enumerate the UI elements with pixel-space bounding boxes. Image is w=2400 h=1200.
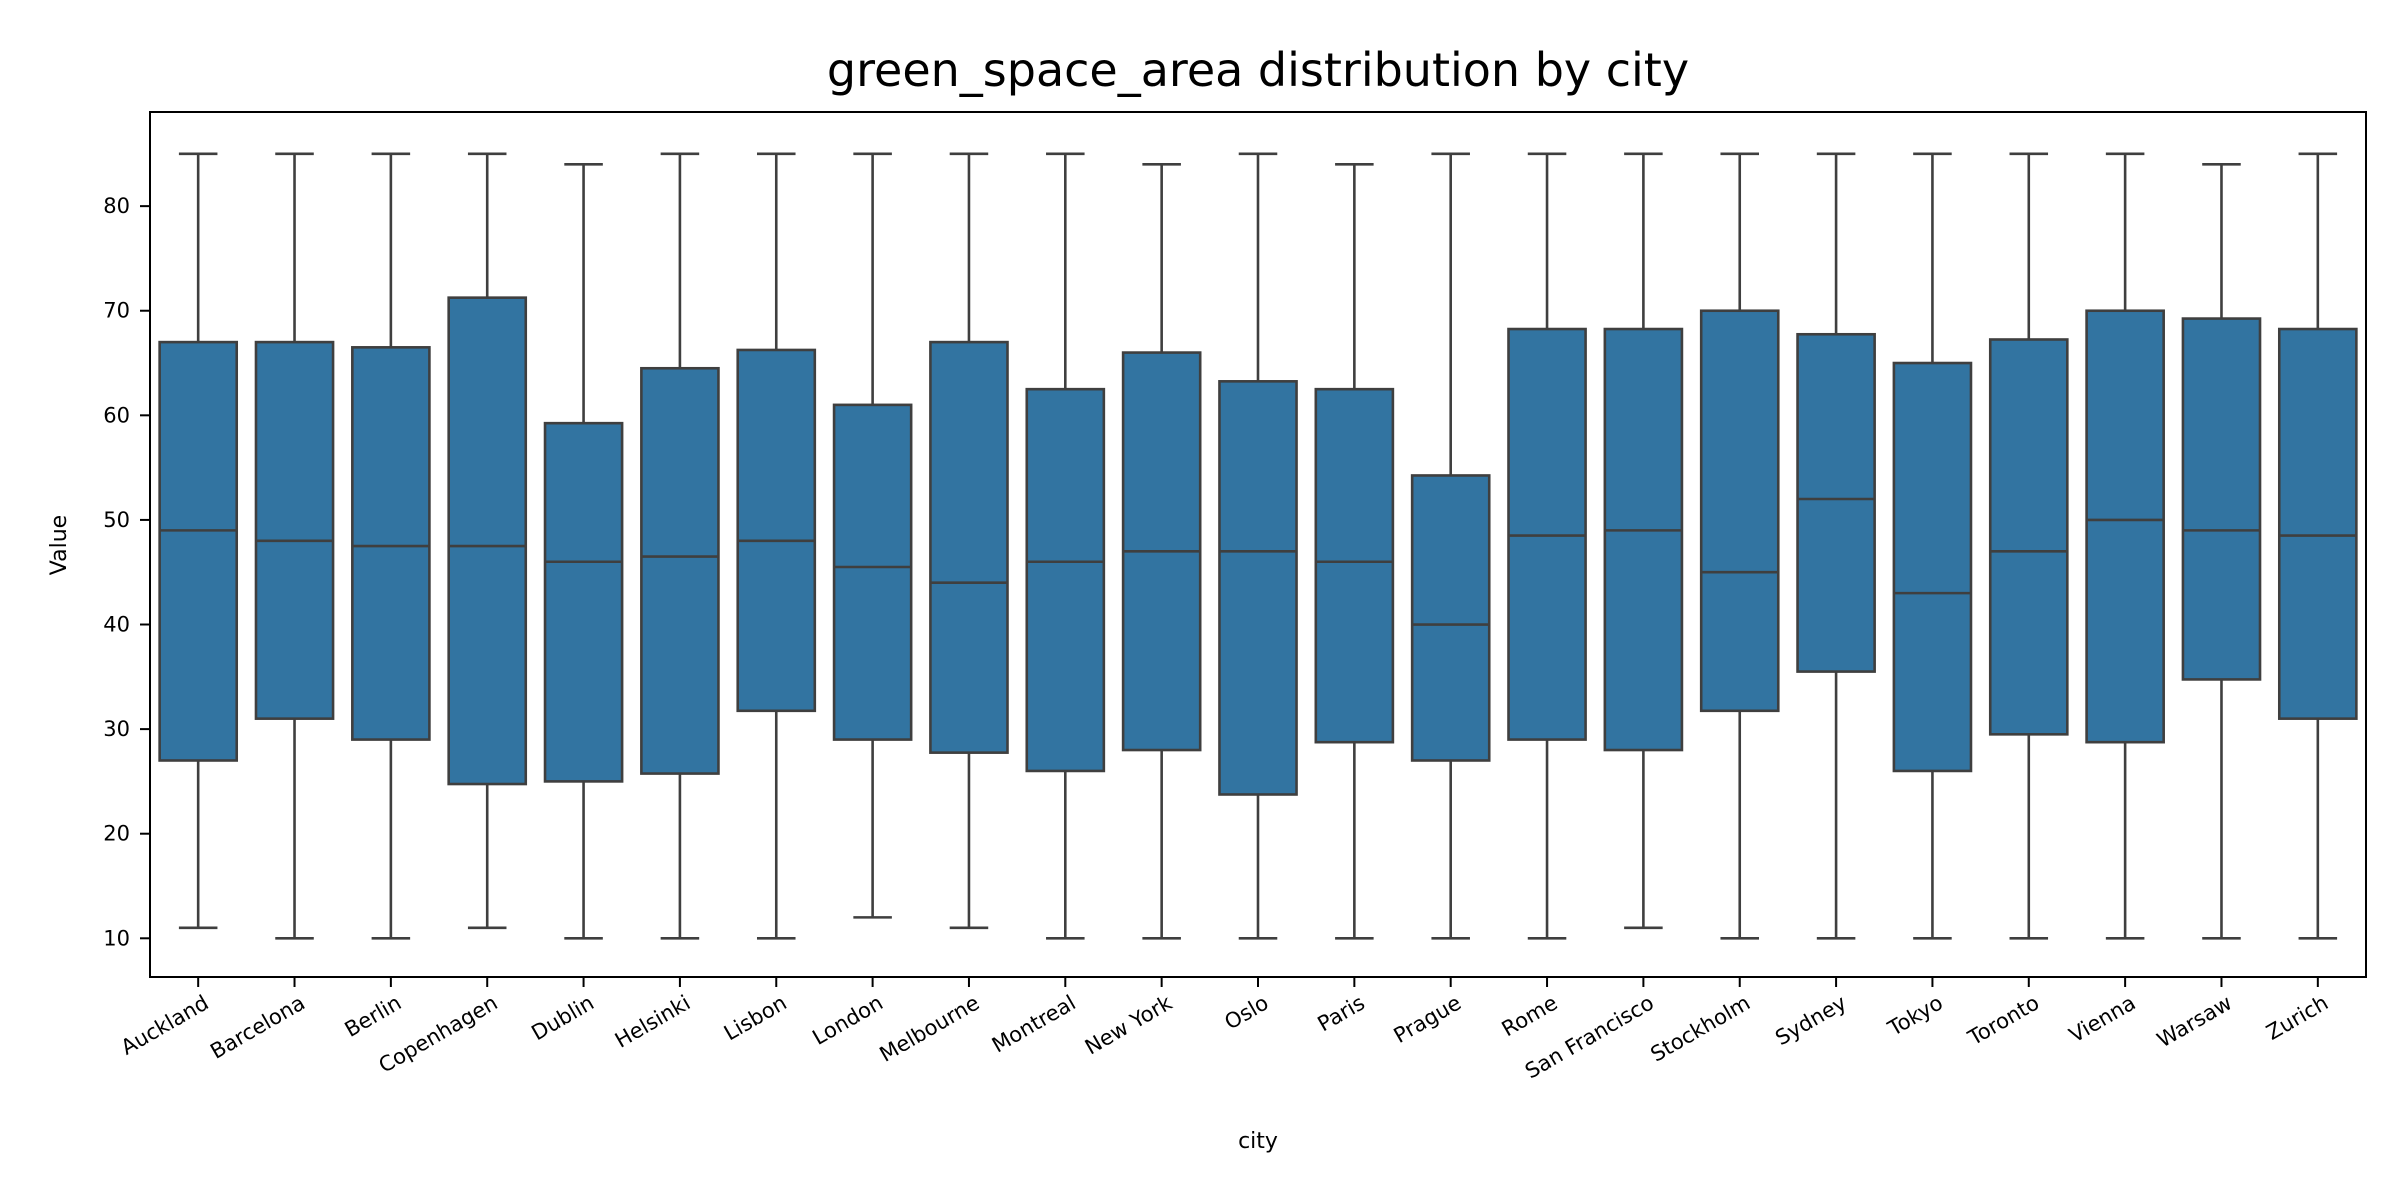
x-tick-label: Stockholm xyxy=(1646,991,1754,1067)
box-dublin xyxy=(543,162,624,940)
x-tick-label: Zurich xyxy=(2262,991,2332,1045)
box-toronto xyxy=(1988,152,2069,940)
box-london xyxy=(832,152,913,919)
y-tick-label: 30 xyxy=(103,717,130,741)
x-tick-label: Helsinki xyxy=(611,991,695,1053)
box-berlin xyxy=(351,152,431,940)
iqr-box xyxy=(832,403,913,741)
x-tick-label: New York xyxy=(1081,990,1177,1059)
iqr-box xyxy=(1988,338,2069,736)
x-tick-label: Rome xyxy=(1498,991,1562,1042)
x-tick-label: Sydney xyxy=(1771,991,1850,1051)
box-helsinki xyxy=(640,152,720,940)
iqr-box xyxy=(1699,309,1780,713)
box-montreal xyxy=(1025,152,1106,940)
iqr-box xyxy=(1796,332,1876,673)
x-tick-label: Lisbon xyxy=(720,991,791,1046)
y-axis-label: Value xyxy=(47,515,72,575)
iqr-box xyxy=(1603,327,1684,752)
y-tick-label: 60 xyxy=(103,403,130,427)
iqr-box xyxy=(351,346,431,741)
iqr-box xyxy=(1314,387,1395,744)
box-auckland xyxy=(158,152,239,930)
x-tick-label: Melbourne xyxy=(875,991,983,1067)
x-tick-label: Oslo xyxy=(1221,991,1273,1035)
iqr-box xyxy=(2085,309,2165,744)
x-tick-label: Toronto xyxy=(1963,991,2043,1051)
iqr-box xyxy=(254,340,335,720)
x-tick-label: Barcelona xyxy=(206,991,309,1064)
box-lisbon xyxy=(736,152,817,940)
iqr-box xyxy=(929,340,1009,754)
y-tick-label: 10 xyxy=(103,926,130,950)
iqr-box xyxy=(640,366,720,775)
chart-title: green_space_area distribution by city xyxy=(827,43,1689,97)
box-new-york xyxy=(1121,162,1202,940)
x-tick-label: Tokyo xyxy=(1883,991,1947,1042)
box-zurich xyxy=(2277,152,2358,940)
x-tick-label: Paris xyxy=(1314,991,1369,1037)
y-tick-label: 80 xyxy=(103,194,130,218)
iqr-box xyxy=(736,348,817,713)
iqr-box xyxy=(2181,317,2262,681)
box-prague xyxy=(1410,152,1491,940)
iqr-box xyxy=(1218,380,1298,796)
x-tick-label: Auckland xyxy=(117,991,213,1060)
x-tick-label: Warsaw xyxy=(2153,991,2236,1053)
box-oslo xyxy=(1218,152,1298,940)
y-tick-label: 70 xyxy=(103,299,130,323)
x-tick-label: Prague xyxy=(1390,991,1466,1048)
x-tick-label: Vienna xyxy=(2065,991,2139,1048)
x-tick-label: Berlin xyxy=(341,991,406,1042)
y-tick-label: 40 xyxy=(103,613,130,637)
iqr-box xyxy=(1507,327,1587,741)
x-axis-label: city xyxy=(1238,1129,1278,1154)
x-tick-label: Montreal xyxy=(988,991,1080,1058)
iqr-box xyxy=(1410,474,1491,762)
x-tick-label: Dublin xyxy=(527,991,598,1046)
y-tick-label: 20 xyxy=(103,822,130,846)
iqr-box xyxy=(158,340,239,762)
box-vienna xyxy=(2085,152,2165,940)
iqr-box xyxy=(447,296,528,786)
x-tick-label: London xyxy=(808,991,887,1050)
box-tokyo xyxy=(1892,152,1973,940)
iqr-box xyxy=(2277,327,2358,720)
box-barcelona xyxy=(254,152,335,940)
plot-area xyxy=(158,152,2358,940)
box-copenhagen xyxy=(447,152,528,930)
iqr-box xyxy=(1025,387,1106,773)
box-paris xyxy=(1314,162,1395,940)
y-tick-label: 50 xyxy=(103,508,130,532)
box-rome xyxy=(1507,152,1587,940)
iqr-box xyxy=(543,421,624,783)
iqr-box xyxy=(1892,361,1973,773)
box-sydney xyxy=(1796,152,1876,940)
box-melbourne xyxy=(929,152,1009,930)
box-warsaw xyxy=(2181,162,2262,940)
y-axis: 10 20 30 40 50 60 70 80 xyxy=(103,194,150,950)
box-san-francisco xyxy=(1603,152,1684,930)
box-stockholm xyxy=(1699,152,1780,940)
